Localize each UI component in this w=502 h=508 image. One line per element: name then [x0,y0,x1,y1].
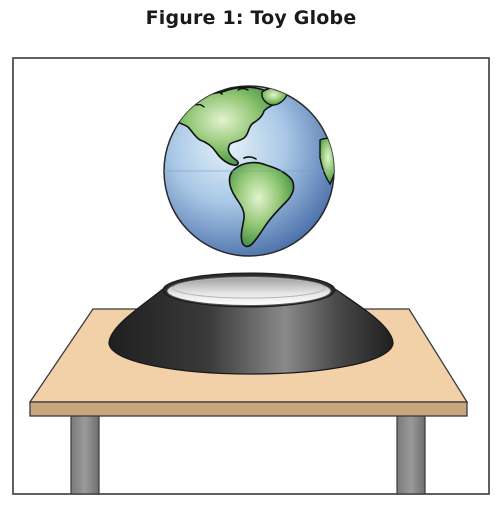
figure-title: Figure 1: Toy Globe [145,7,357,29]
table-edge [29,401,468,417]
magnetic-base [108,272,394,375]
table-leg-left [70,414,100,495]
table-leg-right [396,414,426,495]
globe [163,85,335,257]
